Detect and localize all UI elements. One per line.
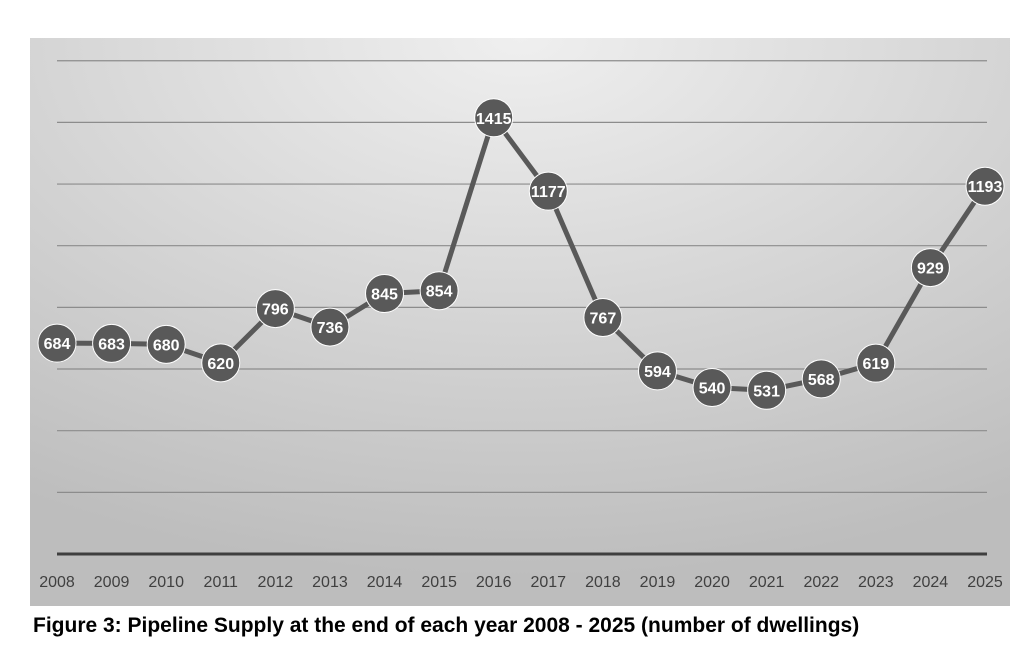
- x-tick-2018: 2018: [585, 574, 621, 591]
- data-label-2009: 683: [98, 336, 125, 353]
- data-label-2015: 854: [426, 284, 453, 301]
- data-label-2014: 845: [371, 286, 398, 303]
- x-tick-2011: 2011: [204, 574, 239, 591]
- data-label-2025: 1193: [968, 179, 1003, 196]
- x-tick-2013: 2013: [312, 574, 348, 591]
- chart-area: 684 683 680 620 796 736 845 854 1415 1177 767 594 54…: [30, 38, 1010, 606]
- data-label-2010: 680: [153, 337, 180, 354]
- data-label-2023: 619: [862, 356, 889, 373]
- x-tick-2020: 2020: [694, 574, 730, 591]
- x-tick-2017: 2017: [530, 574, 566, 591]
- x-tick-2024: 2024: [913, 574, 949, 591]
- data-point-2008: [37, 323, 77, 363]
- data-point-2019: [637, 351, 677, 391]
- x-tick-labels: 2008 2009 2010 2011 2012 2013 2014 2015 2016 2017…: [39, 574, 1003, 591]
- data-label-2024: 929: [917, 261, 944, 278]
- data-point-2023: [856, 343, 896, 383]
- data-point-2009: [92, 323, 132, 363]
- x-tick-2022: 2022: [803, 574, 839, 591]
- data-point-2022: [801, 359, 841, 399]
- x-tick-2014: 2014: [367, 574, 403, 591]
- data-point-2025: [965, 166, 1005, 206]
- data-label-2008: 684: [44, 336, 71, 353]
- data-label-2011: 620: [207, 356, 234, 373]
- x-tick-2009: 2009: [94, 574, 130, 591]
- data-point-2024: [910, 248, 950, 288]
- data-point-2015: [419, 271, 459, 311]
- plot-background: [30, 38, 1010, 606]
- x-tick-2008: 2008: [39, 574, 75, 591]
- x-tick-2010: 2010: [148, 574, 184, 591]
- data-point-2021: [747, 370, 787, 410]
- data-labels: 684 683 680 620 796 736 845 854 1415 1177 767 594 54…: [44, 111, 1003, 401]
- data-point-2017: [528, 171, 568, 211]
- data-label-2012: 796: [262, 302, 289, 319]
- data-label-2022: 568: [808, 372, 835, 389]
- data-point-2016: [474, 98, 514, 138]
- data-point-2012: [255, 289, 295, 329]
- data-point-2011: [201, 343, 241, 383]
- data-label-2021: 531: [753, 383, 780, 400]
- data-label-2016: 1415: [476, 111, 512, 128]
- data-point-2010: [146, 324, 186, 364]
- data-point-2018: [583, 298, 623, 338]
- data-point-2014: [365, 273, 405, 313]
- data-label-2013: 736: [317, 320, 344, 337]
- x-tick-2012: 2012: [258, 574, 294, 591]
- line-chart: 684 683 680 620 796 736 845 854 1415 1177 767 594 54…: [30, 38, 1010, 606]
- data-label-2017: 1177: [531, 184, 566, 201]
- x-tick-2025: 2025: [967, 574, 1003, 591]
- x-tick-2015: 2015: [421, 574, 457, 591]
- x-tick-2016: 2016: [476, 574, 512, 591]
- figure-caption: Figure 3: Pipeline Supply at the end of …: [33, 614, 860, 637]
- x-tick-2023: 2023: [858, 574, 894, 591]
- data-point-2020: [692, 368, 732, 408]
- data-point-2013: [310, 307, 350, 347]
- data-markers: [37, 98, 1005, 410]
- x-tick-2019: 2019: [640, 574, 676, 591]
- x-tick-2021: 2021: [749, 574, 785, 591]
- data-label-2018: 767: [590, 311, 617, 328]
- data-label-2020: 540: [699, 381, 726, 398]
- data-label-2019: 594: [644, 364, 671, 381]
